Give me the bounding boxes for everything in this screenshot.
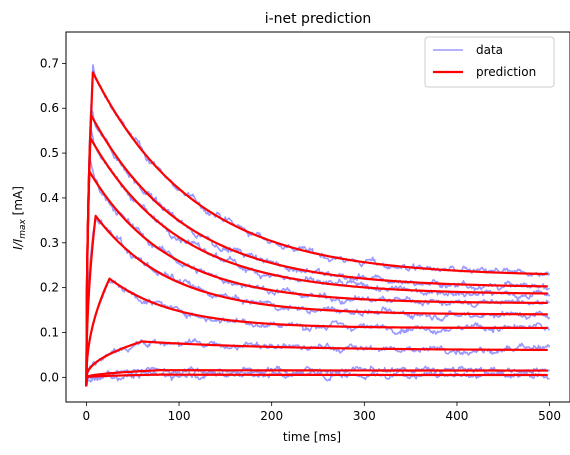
- y-tick-label: 0.1: [40, 325, 59, 339]
- y-tick-label: 0.0: [40, 370, 59, 384]
- legend-prediction-label: prediction: [476, 65, 536, 79]
- prediction-series-line: [85, 136, 548, 387]
- series-layer: [85, 64, 551, 387]
- x-axis-label: time [ms]: [283, 430, 341, 444]
- x-tick-label: 300: [353, 409, 376, 423]
- y-tick-label: 0.3: [40, 236, 59, 250]
- prediction-series-line: [85, 340, 548, 387]
- x-tick-label: 500: [538, 409, 561, 423]
- y-axis-label-unit: [mA]: [11, 186, 25, 219]
- x-tick-label: 400: [446, 409, 469, 423]
- x-tick-label: 100: [168, 409, 191, 423]
- y-axis-label: I/Imax [mA]: [11, 186, 28, 250]
- y-tick-label: 0.5: [40, 146, 59, 160]
- y-tick-label: 0.6: [40, 101, 59, 115]
- prediction-series-line: [85, 169, 548, 387]
- data-series-line: [86, 368, 550, 383]
- prediction-series-line: [85, 113, 548, 387]
- chart-title: i-net prediction: [265, 11, 372, 27]
- y-axis-label-main: I/I: [11, 238, 25, 250]
- y-ticks: 0.0 0.1 0.2 0.3 0.4 0.5 0.6 0.7: [40, 56, 66, 384]
- x-tick-label: 200: [260, 409, 283, 423]
- prediction-series-line: [85, 71, 548, 387]
- y-tick-label: 0.4: [40, 191, 59, 205]
- y-tick-label: 0.2: [40, 281, 59, 295]
- data-series-line: [85, 64, 551, 364]
- y-axis-label-sub: max: [18, 218, 28, 238]
- prediction-series-line: [85, 214, 548, 387]
- data-series-line: [85, 155, 550, 364]
- y-tick-label: 0.7: [40, 56, 59, 70]
- prediction-series-line: [85, 369, 548, 387]
- prediction-series-line: [85, 373, 548, 387]
- prediction-series-line: [85, 277, 548, 387]
- x-tick-label: 0: [83, 409, 91, 423]
- x-ticks: 0 100 200 300 400 500: [83, 402, 561, 423]
- plot-frame: [65, 31, 570, 403]
- legend-data-label: data: [476, 43, 503, 57]
- legend: data prediction: [424, 36, 555, 88]
